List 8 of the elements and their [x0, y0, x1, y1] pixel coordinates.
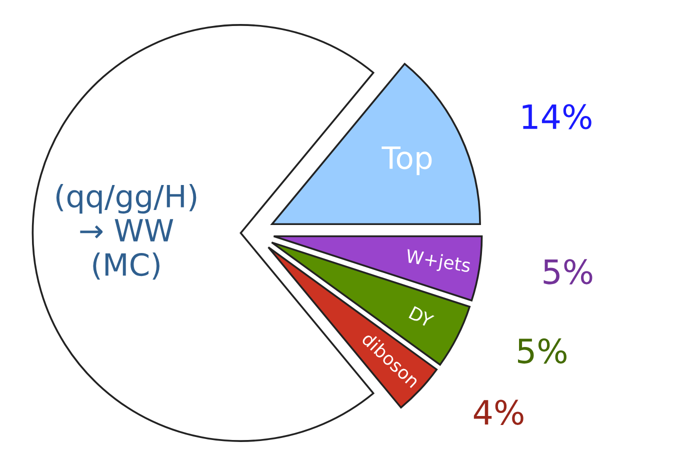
slice-label: DY — [408, 306, 434, 328]
slice-label: (qq/gg/H) → WW (MC) — [56, 184, 196, 280]
slice-label: Top — [382, 146, 432, 176]
slice-label: W+jets — [404, 248, 472, 276]
data-label: 5% — [518, 338, 566, 364]
data-label: 4% — [474, 400, 524, 425]
data-label: 5% — [544, 259, 592, 284]
data-label: 14% — [522, 104, 592, 130]
